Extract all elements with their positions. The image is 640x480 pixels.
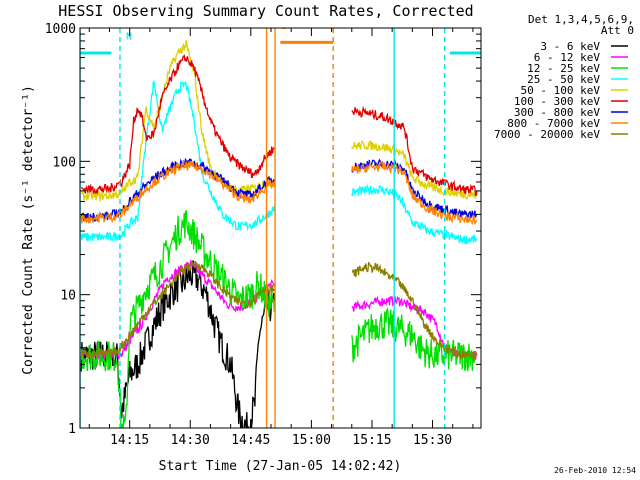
footer-date: 26-Feb-2010 12:54 <box>554 466 636 475</box>
legend-label-4: 50 - 100 keV <box>521 84 601 97</box>
legend-header-1: Att 0 <box>601 24 634 37</box>
x-axis-label: Start Time (27-Jan-05 14:02:42) <box>159 459 402 474</box>
legend-label-8: 7000 - 20000 keV <box>494 128 600 141</box>
chart-title: HESSI Observing Summary Count Rates, Cor… <box>58 2 473 20</box>
x-tick-label-0: 14:15 <box>110 433 149 448</box>
marker-label-S: S <box>281 21 287 32</box>
y-tick-label-0: 1 <box>68 422 76 437</box>
series-line-2-0 <box>80 210 276 428</box>
series-line-5-0 <box>80 54 276 195</box>
y-axis-label: Corrected Count Rate (s⁻¹ detector⁻¹) <box>21 85 36 375</box>
x-tick-label-1: 14:30 <box>171 433 210 448</box>
series-line-3-0 <box>80 79 276 243</box>
y-tick-label-1: 10 <box>60 289 76 304</box>
series-line-8-1 <box>351 261 478 361</box>
legend-label-6: 300 - 800 keV <box>514 106 600 119</box>
legend-label-3: 25 - 50 keV <box>527 73 600 86</box>
series-line-3-1 <box>351 183 478 246</box>
legend-label-0: 3 - 6 keV <box>540 40 600 53</box>
series-line-7-0 <box>80 159 276 225</box>
x-tick-label-4: 15:15 <box>352 433 391 448</box>
series-line-4-0 <box>81 39 276 203</box>
y-tick-label-3: 1000 <box>45 22 76 37</box>
plot-frame <box>79 27 482 429</box>
series-line-5-1 <box>351 105 478 196</box>
x-tick-label-3: 15:00 <box>292 433 331 448</box>
marker-label-N: N <box>126 32 132 43</box>
legend-label-2: 12 - 25 keV <box>527 62 600 75</box>
legend-label-5: 100 - 300 keV <box>514 95 600 108</box>
series-group: NS <box>80 21 481 428</box>
series-line-7-1 <box>351 161 478 226</box>
legend-label-1: 6 - 12 keV <box>534 51 601 64</box>
series-line-4-1 <box>351 139 478 201</box>
series-line-6-1 <box>351 158 478 219</box>
legend-header-0: Det 1,3,4,5,6,9, <box>528 13 634 26</box>
x-tick-label-5: 15:30 <box>413 433 452 448</box>
y-tick-label-2: 100 <box>53 155 76 170</box>
x-tick-label-2: 14:45 <box>231 433 270 448</box>
series-line-8-0 <box>80 260 276 360</box>
series-line-2-1 <box>351 307 478 372</box>
legend-label-7: 800 - 7000 keV <box>507 117 600 130</box>
